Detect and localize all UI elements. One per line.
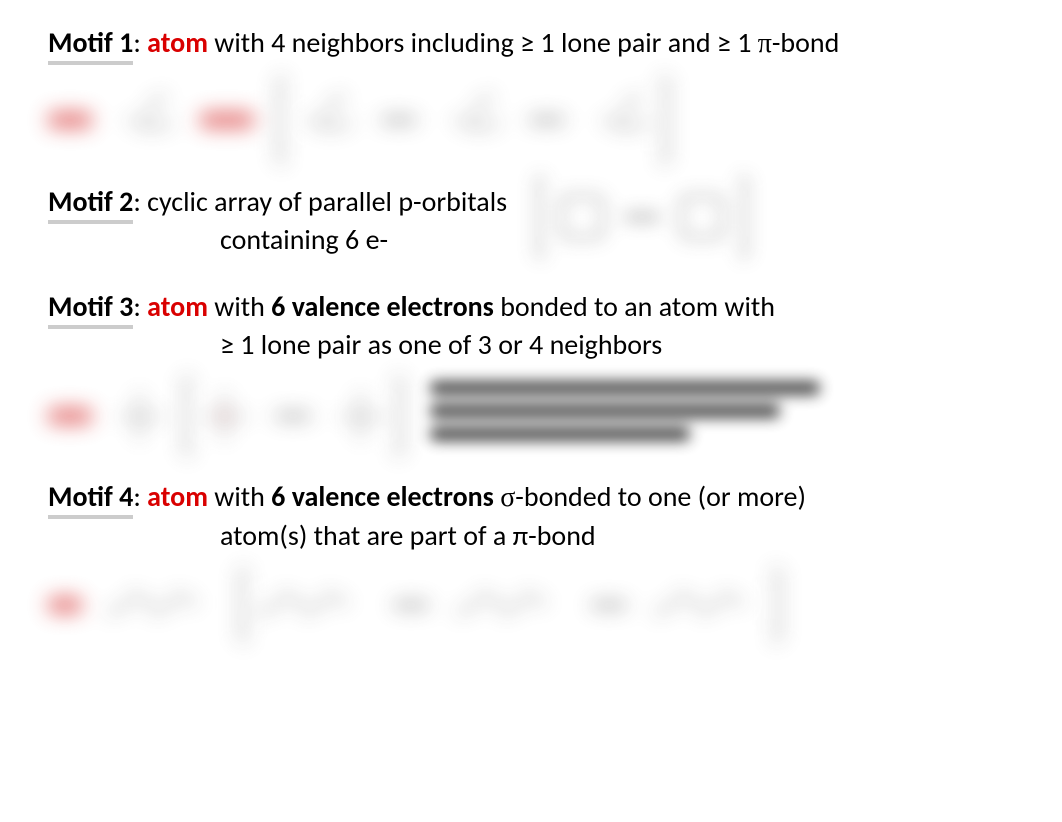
motif-3-blurred-note: [430, 381, 1014, 450]
motif-4-line2b: -bond: [528, 518, 595, 553]
motif-3-tail: bonded to an atom with: [494, 289, 775, 324]
red-blob: [48, 408, 92, 424]
bracketed-resonance: [184, 377, 402, 455]
motif-3-colon: :: [133, 289, 147, 324]
motif-3-line2: ≥ 1 lone pair as one of 3 or 4 neighbors: [220, 326, 1014, 364]
motif-1-heading: Motif 1: atom with 4 neighbors including…: [48, 24, 1014, 63]
motif-1-label: Motif 1: [48, 25, 133, 65]
resonance-arrow-icon: [591, 602, 627, 608]
motif-2-line2: containing 6 e-: [220, 221, 507, 259]
motif-4-colon: :: [133, 479, 147, 514]
resonance-arrow-icon: [275, 413, 311, 419]
motif-2-text: : cyclic array of parallel p-orbitals: [133, 184, 507, 219]
motif-3-atom: atom: [147, 289, 208, 324]
red-blob: [48, 597, 82, 613]
motif-1-colon: :: [133, 25, 147, 60]
zigzag-chain-icon: [455, 585, 565, 625]
molecule-sketch: [591, 90, 651, 150]
motif-3-label: Motif 3: [48, 289, 133, 329]
motif-2-line2-text: containing 6 e: [220, 222, 380, 257]
motif-1-text-a: with 4 neighbors including ≥ 1 lone pair…: [208, 25, 758, 60]
motif-2-label: Motif 2: [48, 184, 133, 224]
red-blob: [200, 112, 254, 128]
motif-4-blurred-diagram: [48, 565, 1014, 645]
resonance-arrow-icon: [624, 214, 660, 220]
electron-superscript: -: [380, 222, 389, 257]
molecule-sketch: [443, 90, 503, 150]
motif-3-left-diagram: [48, 376, 164, 456]
motif-4-with: with: [208, 479, 271, 514]
motif-2-section: Motif 2: cyclic array of parallel p-orbi…: [48, 183, 1014, 259]
bracketed-resonance: [278, 77, 668, 163]
resonance-arrow-icon: [393, 602, 429, 608]
benzene-ring-icon: [560, 195, 604, 239]
motif-4-label: Motif 4: [48, 479, 133, 519]
resonance-arrow-icon: [381, 117, 417, 123]
motif-1-text-b: -bond: [772, 25, 839, 60]
pi-glyph: π: [758, 28, 772, 59]
motif-2-blurred-diagram: [537, 177, 747, 257]
sigma-glyph: σ: [500, 482, 515, 513]
bracketed-resonance: [240, 569, 780, 641]
motif-3-with: with: [208, 289, 271, 324]
resonance-arrow-icon: [529, 117, 565, 123]
molecule-sketch: [116, 90, 176, 150]
motif-1-section: Motif 1: atom with 4 neighbors including…: [48, 24, 1014, 165]
motif-1-atom: atom: [147, 25, 208, 60]
benzene-ring-icon: [680, 195, 724, 239]
zigzag-chain-icon: [653, 585, 763, 625]
motif-4-tail: -bonded to one (or more): [515, 479, 806, 514]
six-valence-text: 6 valence electrons: [271, 289, 494, 324]
motif-4-atom: atom: [147, 479, 208, 514]
motif-1-blurred-diagram: [48, 75, 1014, 165]
motif-4-heading: Motif 4: atom with 6 valence electrons σ…: [48, 478, 1014, 517]
molecule-sketch: [337, 389, 385, 443]
pi-glyph: π: [513, 518, 528, 553]
motif-4-line2: atom(s) that are part of a π-bond: [220, 517, 1014, 555]
zigzag-chain-icon: [257, 585, 367, 625]
molecule-sketch: [116, 389, 164, 443]
molecule-sketch: [201, 389, 249, 443]
motif-3-blurred-row: [48, 376, 1014, 456]
motif-3-bracket-diagram: [184, 376, 402, 456]
motif-2-heading: Motif 2: cyclic array of parallel p-orbi…: [48, 183, 507, 221]
six-valence-text: 6 valence electrons: [271, 479, 494, 514]
motif-4-line2a: atom(s) that are part of a: [220, 518, 513, 553]
zigzag-chain-icon: [106, 585, 216, 625]
motif-4-section: Motif 4: atom with 6 valence electrons σ…: [48, 478, 1014, 645]
motif-3-section: Motif 3: atom with 6 valence electrons b…: [48, 288, 1014, 456]
red-blob: [48, 112, 92, 128]
motif-3-heading: Motif 3: atom with 6 valence electrons b…: [48, 288, 1014, 326]
molecule-sketch: [295, 90, 355, 150]
